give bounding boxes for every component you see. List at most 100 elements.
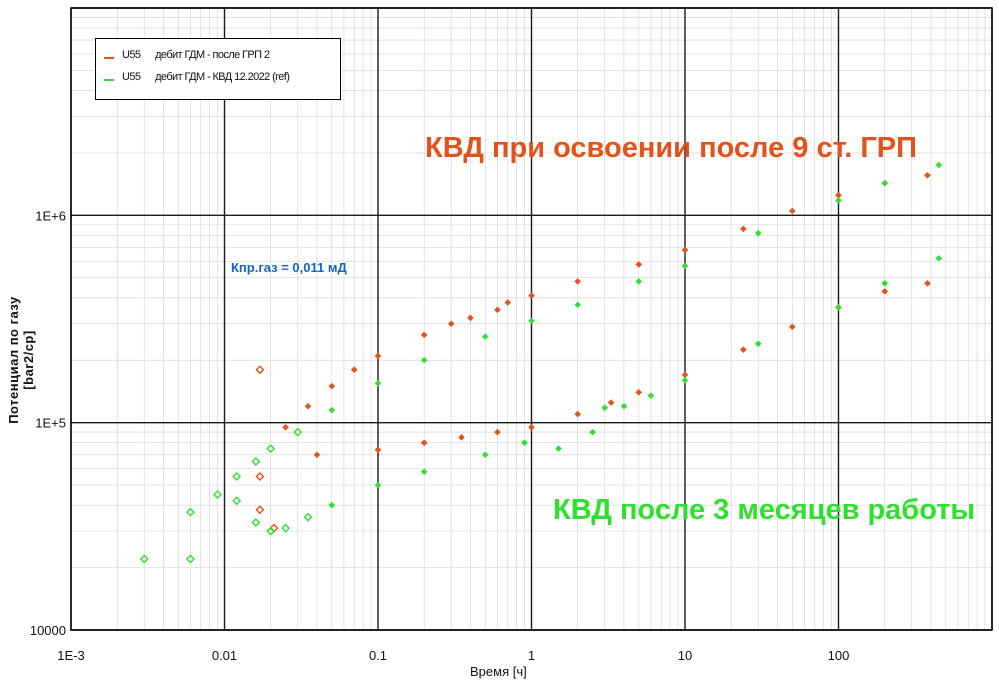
y-axis-title: Потенциал по газу [bar2/cp] (6, 296, 36, 424)
axis-ticks: 1E-3 0.01 0.1 1 10 100 10000 1E+5 1E+6 (30, 208, 850, 663)
data-point (282, 423, 289, 431)
data-point (303, 512, 313, 522)
data-point (293, 427, 303, 437)
data-point (754, 340, 762, 348)
data-point (635, 278, 643, 285)
data-point (754, 229, 762, 237)
annotation-permeability: Кпр.газ = 0,011 мД (231, 260, 347, 275)
data-point (935, 255, 943, 262)
data-point (447, 320, 455, 328)
x-tick-label: 0.01 (212, 648, 237, 663)
x-tick-label: 1 (528, 648, 535, 663)
legend-swatch-orange (104, 57, 114, 59)
data-point (681, 246, 689, 254)
data-point (681, 262, 689, 270)
data-point (281, 523, 291, 533)
data-point (607, 399, 615, 406)
legend-item-green: U55 дебит ГДМ - КВД 12.2022 (ref) (96, 71, 290, 89)
data-point (835, 197, 842, 204)
y-tick-label: 1E+5 (35, 416, 66, 431)
data-point (647, 392, 655, 399)
data-point (681, 377, 689, 384)
x-axis-title: Время [ч] (470, 664, 527, 679)
data-point (420, 331, 428, 339)
plot-frame (70, 7, 993, 631)
data-point (232, 472, 242, 481)
data-point (494, 306, 501, 314)
data-point (574, 278, 582, 285)
data-point (881, 280, 889, 287)
legend-label-orange: U55 дебит ГДМ - после ГРП 2 (122, 49, 270, 61)
y-tick-label: 10000 (30, 623, 66, 638)
data-point (481, 333, 489, 340)
data-point (494, 428, 501, 436)
data-point (504, 299, 512, 306)
data-point (788, 323, 796, 331)
data-point (481, 451, 489, 459)
data-point (232, 496, 242, 506)
data-point (328, 382, 336, 390)
data-point (420, 356, 428, 364)
data-point (881, 179, 889, 187)
data-point (374, 379, 382, 387)
data-point (374, 446, 382, 454)
data-point (635, 261, 643, 268)
legend: U55 дебит ГДМ - после ГРП 2 U55 дебит ГД… (95, 38, 341, 100)
data-point (420, 468, 428, 476)
annotation-after-3-months: КВД после 3 месяцев работы (553, 494, 976, 526)
data-point (528, 317, 535, 325)
data-point (935, 161, 943, 169)
data-point (420, 439, 428, 447)
data-point (788, 207, 796, 215)
x-tick-label: 10 (678, 648, 692, 663)
data-point (251, 518, 261, 527)
data-point (212, 490, 222, 500)
data-point (185, 554, 195, 564)
data-point (589, 428, 596, 436)
annotation-after-frac: КВД при освоении после 9 ст. ГРП (425, 132, 917, 164)
data-point (881, 288, 889, 295)
data-point (835, 304, 842, 311)
data-point (255, 472, 265, 481)
data-point (374, 481, 382, 489)
data-point (304, 402, 312, 410)
data-point (139, 554, 149, 564)
data-point (740, 346, 747, 353)
series-orange (255, 171, 931, 533)
data-point (528, 292, 535, 299)
data-point (528, 423, 535, 431)
series-layer (139, 161, 943, 564)
data-point (924, 171, 931, 179)
data-point (350, 366, 358, 374)
data-point (328, 406, 336, 414)
legend-swatch-green (104, 79, 114, 81)
data-point (185, 507, 195, 517)
x-tick-label: 100 (828, 648, 850, 663)
data-point (374, 352, 382, 360)
data-point (266, 526, 276, 536)
data-point (266, 444, 276, 454)
data-point (635, 389, 643, 396)
data-point (458, 433, 465, 441)
x-tick-label: 0.1 (369, 648, 387, 663)
data-point (328, 501, 336, 509)
data-point (255, 365, 265, 375)
data-point (555, 445, 562, 452)
data-point (467, 314, 474, 322)
legend-label-green: U55 дебит ГДМ - КВД 12.2022 (ref) (122, 71, 290, 83)
data-point (924, 280, 931, 287)
data-point (601, 404, 609, 412)
data-point (740, 225, 747, 233)
data-point (313, 451, 321, 459)
series-green (139, 161, 943, 564)
x-tick-label: 1E-3 (57, 648, 84, 663)
data-point (251, 456, 261, 466)
data-point (574, 410, 582, 418)
data-point (521, 439, 528, 447)
legend-item-orange: U55 дебит ГДМ - после ГРП 2 (96, 49, 270, 67)
data-point (620, 402, 628, 410)
data-point (255, 505, 265, 515)
data-point (574, 301, 582, 309)
y-tick-label: 1E+6 (35, 208, 66, 223)
